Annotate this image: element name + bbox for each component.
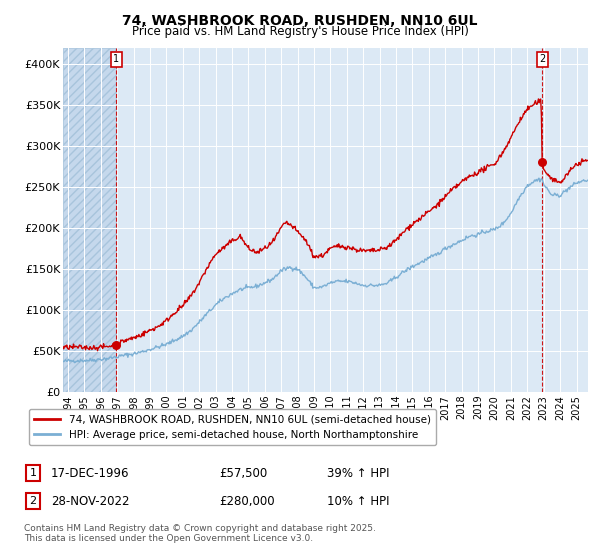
Point <box>112 340 121 349</box>
Text: 39% ↑ HPI: 39% ↑ HPI <box>327 466 389 480</box>
Bar <box>63 48 116 392</box>
Text: 28-NOV-2022: 28-NOV-2022 <box>51 494 130 508</box>
Text: 1: 1 <box>29 468 37 478</box>
Text: 17-DEC-1996: 17-DEC-1996 <box>51 466 130 480</box>
Legend: 74, WASHBROOK ROAD, RUSHDEN, NN10 6UL (semi-detached house), HPI: Average price,: 74, WASHBROOK ROAD, RUSHDEN, NN10 6UL (s… <box>29 409 436 445</box>
Text: £57,500: £57,500 <box>219 466 267 480</box>
Text: 2: 2 <box>29 496 37 506</box>
Text: Contains HM Land Registry data © Crown copyright and database right 2025.
This d: Contains HM Land Registry data © Crown c… <box>24 524 376 543</box>
Text: 1: 1 <box>113 54 119 64</box>
Point <box>537 158 547 167</box>
Text: Price paid vs. HM Land Registry's House Price Index (HPI): Price paid vs. HM Land Registry's House … <box>131 25 469 38</box>
Text: £280,000: £280,000 <box>219 494 275 508</box>
Text: 10% ↑ HPI: 10% ↑ HPI <box>327 494 389 508</box>
Text: 74, WASHBROOK ROAD, RUSHDEN, NN10 6UL: 74, WASHBROOK ROAD, RUSHDEN, NN10 6UL <box>122 14 478 28</box>
Text: 2: 2 <box>539 54 545 64</box>
